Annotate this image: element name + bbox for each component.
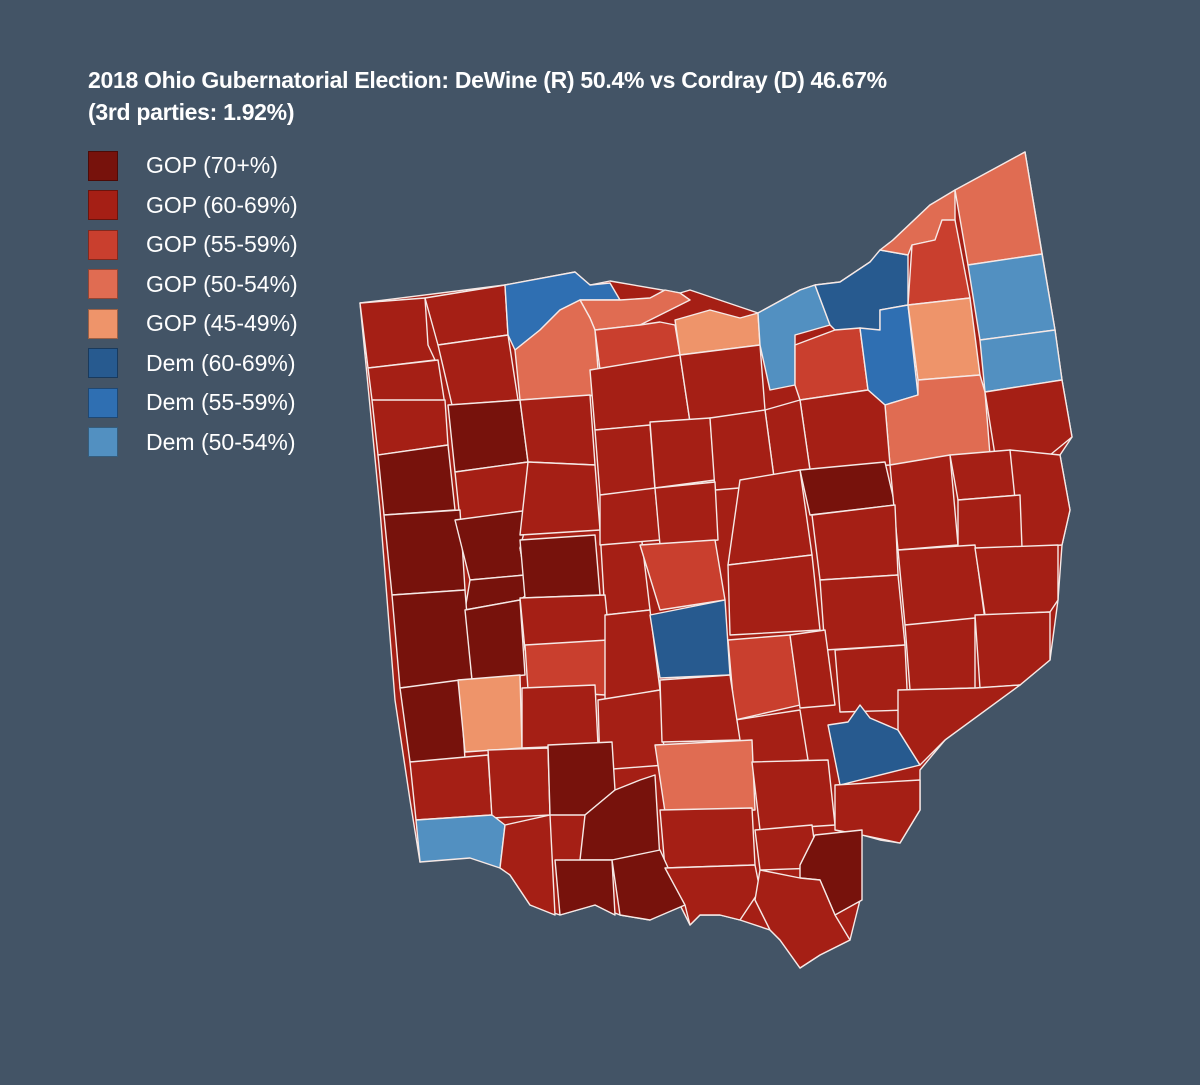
county-meigs: [834, 779, 921, 844]
county-wayne: [799, 389, 891, 471]
county-wyandot: [594, 424, 656, 496]
county-hancock: [519, 394, 596, 466]
county-scioto: [664, 864, 761, 926]
county-lorain: [757, 284, 831, 391]
legend-item-gop-60-69: GOP (60-69%): [88, 186, 298, 226]
county-licking: [727, 554, 821, 636]
county-williams: [359, 297, 436, 369]
county-lawrence: [754, 869, 851, 969]
county-fairfield: [727, 634, 801, 721]
county-logan: [519, 534, 601, 599]
county-clermont: [499, 814, 556, 916]
county-miami: [464, 599, 526, 681]
legend-swatch: [88, 308, 118, 339]
county-henry: [437, 334, 519, 406]
county-morgan: [834, 644, 909, 713]
county-portage: [907, 297, 981, 381]
legend-item-dem-60-69: Dem (60-69%): [88, 344, 298, 384]
county-crawford: [649, 417, 716, 489]
county-vinton: [751, 759, 836, 831]
county-noble: [904, 617, 976, 691]
county-brown: [554, 859, 616, 916]
county-butler: [409, 754, 493, 821]
legend-label: Dem (55-59%): [146, 389, 296, 416]
county-muskingum: [819, 574, 906, 651]
legend-swatch: [88, 190, 118, 221]
county-columbiana: [984, 379, 1073, 456]
title-line-1: 2018 Ohio Gubernatorial Election: DeWine…: [88, 67, 887, 93]
legend-swatch: [88, 387, 118, 418]
county-coshocton: [811, 504, 899, 581]
county-defiance: [367, 359, 446, 406]
legend-item-gop-55-59: GOP (55-59%): [88, 225, 298, 265]
legend-swatch: [88, 269, 118, 300]
county-washington: [897, 684, 1021, 766]
county-monroe: [974, 611, 1051, 689]
legend-swatch: [88, 150, 118, 181]
county-ross: [654, 739, 756, 813]
map-title: 2018 Ohio Gubernatorial Election: DeWine…: [88, 64, 887, 128]
county-belmont: [974, 544, 1059, 616]
legend-label: GOP (60-69%): [146, 191, 298, 218]
county-preble: [399, 679, 466, 763]
county-van-wert: [377, 444, 456, 516]
county-morrow: [654, 481, 719, 546]
legend: GOP (70+%) GOP (60-69%) GOP (55-59%) GOP…: [88, 146, 298, 462]
legend-label: GOP (50-54%): [146, 270, 298, 297]
legend-item-dem-50-54: Dem (50-54%): [88, 423, 298, 463]
county-perry: [789, 629, 836, 709]
legend-label: Dem (50-54%): [146, 428, 296, 455]
county-pike: [659, 807, 756, 869]
county-greene: [521, 684, 599, 749]
county-knox: [727, 469, 813, 566]
legend-label: GOP (70+%): [146, 152, 278, 179]
county-trumbull: [967, 253, 1056, 341]
legend-label: GOP (55-59%): [146, 231, 298, 258]
legend-swatch: [88, 229, 118, 260]
legend-item-gop-45-49: GOP (45-49%): [88, 304, 298, 344]
legend-swatch: [88, 348, 118, 379]
county-hamilton: [415, 814, 506, 869]
county-mercer: [383, 509, 466, 596]
legend-swatch: [88, 427, 118, 458]
legend-item-dem-55-59: Dem (55-59%): [88, 383, 298, 423]
county-carroll: [949, 449, 1021, 501]
legend-label: Dem (60-69%): [146, 349, 296, 376]
county-putnam: [447, 399, 529, 473]
county-darke: [391, 589, 473, 689]
county-guernsey: [897, 544, 986, 626]
county-hardin: [519, 461, 601, 536]
county-huron: [679, 344, 766, 423]
county-marion: [599, 487, 661, 546]
county-fayette: [659, 674, 741, 743]
legend-label: GOP (45-49%): [146, 310, 298, 337]
county-athens: [827, 704, 921, 786]
title-line-2: (3rd parties: 1.92%): [88, 99, 295, 125]
legend-item-gop-70: GOP (70+%): [88, 146, 298, 186]
county-ashtabula: [954, 151, 1043, 266]
county-tuscarawas: [889, 454, 959, 551]
legend-item-gop-50-54: GOP (50-54%): [88, 265, 298, 305]
county-montgomery: [457, 674, 523, 753]
county-warren: [487, 747, 551, 819]
